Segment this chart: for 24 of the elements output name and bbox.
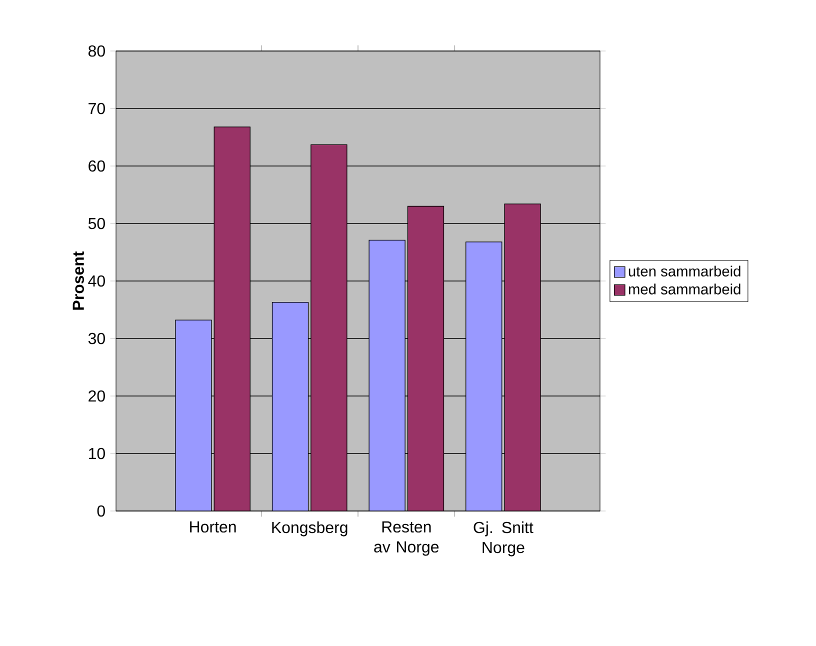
legend-label: uten sammarbeid — [628, 266, 740, 276]
y-tick-label: 70 — [88, 102, 105, 114]
bar — [466, 242, 502, 511]
y-tick-label: 40 — [88, 275, 105, 287]
y-tick-label: 0 — [97, 505, 105, 517]
y-tick-label: 80 — [88, 45, 105, 57]
x-tick-label: Horten — [190, 521, 236, 533]
y-tick-label: 30 — [88, 332, 105, 344]
bar — [310, 144, 348, 511]
legend-label: med sammarbeid — [628, 284, 740, 294]
bar — [407, 206, 444, 511]
bar — [368, 240, 406, 511]
bar — [272, 302, 309, 511]
x-tick-label: Gj. Snitt Norge — [474, 521, 534, 556]
y-axis-title: Prosent — [72, 251, 84, 310]
bar — [214, 126, 250, 511]
y-tick-label: 60 — [88, 160, 105, 172]
y-tick-label: 50 — [88, 218, 105, 230]
bar — [504, 204, 541, 511]
bar — [175, 320, 212, 511]
x-tick-label: Kongsberg — [272, 521, 348, 536]
y-tick-label: 20 — [88, 390, 105, 402]
x-tick-label: Resten av Norge — [374, 521, 439, 556]
y-tick-label: 10 — [89, 448, 105, 460]
